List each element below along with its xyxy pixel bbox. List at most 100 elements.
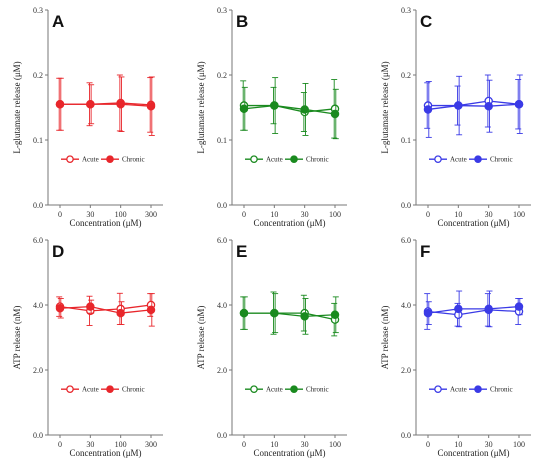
legend-label: Acute bbox=[450, 156, 467, 164]
legend-marker bbox=[434, 155, 442, 164]
legend-marker bbox=[250, 155, 258, 164]
x-tick-label: 100 bbox=[115, 210, 127, 219]
x-tick-label: 300 bbox=[145, 440, 157, 449]
legend-label: Chronic bbox=[306, 386, 329, 394]
series-acute bbox=[423, 74, 524, 130]
legend: Acute Chronic bbox=[429, 385, 513, 394]
series-chronic bbox=[239, 77, 340, 140]
legend-label: Chronic bbox=[306, 156, 329, 164]
x-tick-label: 30 bbox=[86, 440, 94, 449]
data-point bbox=[423, 105, 433, 114]
x-tick-label: 30 bbox=[485, 210, 493, 219]
data-point bbox=[484, 101, 493, 111]
legend-label: Acute bbox=[82, 386, 99, 394]
legend-marker bbox=[66, 155, 74, 164]
y-axis-label: ATP release (nM) bbox=[12, 306, 22, 370]
legend-label: Chronic bbox=[490, 386, 513, 394]
x-tick-label: 0 bbox=[426, 440, 430, 449]
y-tick-label: 6.0 bbox=[217, 236, 227, 245]
panel-letter: D bbox=[52, 242, 64, 261]
y-tick-label: 0.2 bbox=[33, 71, 43, 80]
x-tick-label: 30 bbox=[301, 210, 309, 219]
y-axis-label: ATP release (nM) bbox=[196, 306, 206, 370]
panel-letter: A bbox=[52, 12, 64, 31]
data-point bbox=[86, 302, 95, 311]
panel-letter: F bbox=[420, 242, 430, 261]
y-axis-label: L-glutamate release (μM) bbox=[196, 61, 206, 153]
x-tick-label: 10 bbox=[454, 210, 462, 219]
y-tick-label: 0.0 bbox=[217, 431, 227, 440]
legend-label: Chronic bbox=[122, 386, 145, 394]
panel-letter: E bbox=[236, 242, 247, 261]
y-tick-label: 6.0 bbox=[33, 236, 43, 245]
panel-c: 0.0 0.1 0.2 0.3 0 10 30 100 Concentration (μM) L-… bbox=[380, 6, 531, 228]
x-tick-label: 100 bbox=[115, 440, 127, 449]
series-line bbox=[427, 305, 520, 314]
data-point bbox=[514, 302, 524, 311]
legend: Acute Chronic bbox=[61, 155, 145, 164]
x-tick-label: 10 bbox=[270, 210, 278, 219]
x-tick-label: 10 bbox=[454, 440, 462, 449]
series-line bbox=[243, 104, 336, 115]
series-acute bbox=[239, 79, 340, 139]
legend-label: Chronic bbox=[122, 156, 145, 164]
x-axis-label: Concentration (μM) bbox=[437, 218, 509, 228]
y-tick-label: 0.1 bbox=[217, 136, 227, 145]
y-axis-label: L-glutamate release (μM) bbox=[12, 61, 22, 153]
legend-label: Acute bbox=[266, 156, 283, 164]
panel-letter: C bbox=[420, 12, 432, 31]
y-tick-label: 0.1 bbox=[401, 136, 411, 145]
legend-marker bbox=[434, 385, 442, 394]
y-tick-label: 0.0 bbox=[33, 201, 43, 210]
x-tick-label: 0 bbox=[58, 440, 62, 449]
y-tick-label: 0.0 bbox=[33, 431, 43, 440]
y-axis-label: ATP release (nM) bbox=[380, 306, 390, 370]
series-line bbox=[428, 100, 520, 107]
data-point bbox=[330, 109, 340, 119]
y-tick-label: 4.0 bbox=[33, 301, 43, 310]
series-chronic bbox=[239, 293, 340, 335]
x-tick-label: 0 bbox=[58, 210, 62, 219]
x-tick-label: 100 bbox=[513, 210, 525, 219]
y-tick-label: 0.3 bbox=[401, 6, 411, 15]
x-tick-label: 30 bbox=[86, 210, 94, 219]
legend-marker bbox=[106, 155, 114, 164]
panel-d: 0.0 2.0 4.0 6.0 0 30 100 300 Concentration (μM) A… bbox=[12, 236, 163, 458]
x-tick-label: 0 bbox=[242, 210, 246, 219]
data-point bbox=[146, 101, 156, 111]
data-point bbox=[484, 304, 493, 314]
data-point bbox=[423, 308, 433, 318]
x-tick-label: 10 bbox=[270, 440, 278, 449]
panel-b: 0.0 0.1 0.2 0.3 0 10 30 100 Concentration (μM) L-… bbox=[196, 6, 347, 228]
x-axis-label: Concentration (μM) bbox=[437, 448, 509, 458]
data-point bbox=[454, 304, 463, 314]
y-tick-label: 0.2 bbox=[401, 71, 411, 80]
series-line bbox=[427, 309, 520, 316]
data-point bbox=[239, 104, 249, 114]
series-line bbox=[427, 103, 520, 111]
x-axis-label: Concentration (μM) bbox=[69, 218, 141, 228]
y-tick-label: 0.3 bbox=[33, 6, 43, 15]
panel-letter: B bbox=[236, 12, 248, 31]
y-tick-label: 0.1 bbox=[33, 136, 43, 145]
series-line bbox=[244, 104, 336, 113]
data-point bbox=[514, 100, 524, 109]
series-line bbox=[59, 305, 152, 314]
legend: Acute Chronic bbox=[429, 155, 513, 164]
y-tick-label: 2.0 bbox=[33, 366, 43, 375]
series-acute bbox=[239, 291, 340, 337]
data-point bbox=[116, 308, 125, 318]
x-tick-label: 0 bbox=[242, 440, 246, 449]
x-tick-label: 100 bbox=[513, 440, 525, 449]
y-tick-label: 0.0 bbox=[401, 431, 411, 440]
x-axis-label: Concentration (μM) bbox=[253, 448, 325, 458]
data-point bbox=[270, 308, 279, 318]
series-chronic bbox=[423, 74, 524, 138]
legend-marker bbox=[290, 155, 298, 164]
legend-marker bbox=[474, 385, 482, 394]
y-tick-label: 4.0 bbox=[401, 301, 411, 310]
y-axis-label: L-glutamate release (μM) bbox=[380, 61, 390, 153]
data-point bbox=[55, 303, 65, 313]
